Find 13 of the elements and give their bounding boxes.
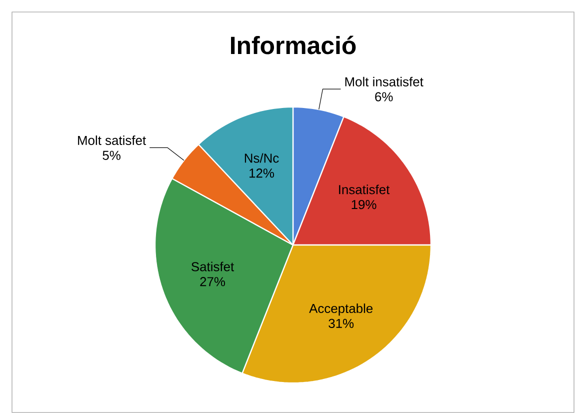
data-label: 31% xyxy=(328,318,354,328)
slice-label: Insatisfet xyxy=(339,184,390,194)
data-label: 27% xyxy=(200,277,226,286)
slice-label: Acceptable xyxy=(309,304,373,316)
data-label: 12% xyxy=(250,168,274,178)
slice-label: Molt satisfet xyxy=(78,135,146,146)
data-label: 5% xyxy=(102,150,120,160)
data-label: 19% xyxy=(352,200,376,210)
slice-label: Molt insatisfet xyxy=(345,76,424,86)
slice-label: Satisfet xyxy=(192,262,234,272)
chart-title: Informació xyxy=(231,36,356,54)
slice-label: Ns/Nc xyxy=(244,153,279,163)
data-label: 6% xyxy=(375,92,393,102)
